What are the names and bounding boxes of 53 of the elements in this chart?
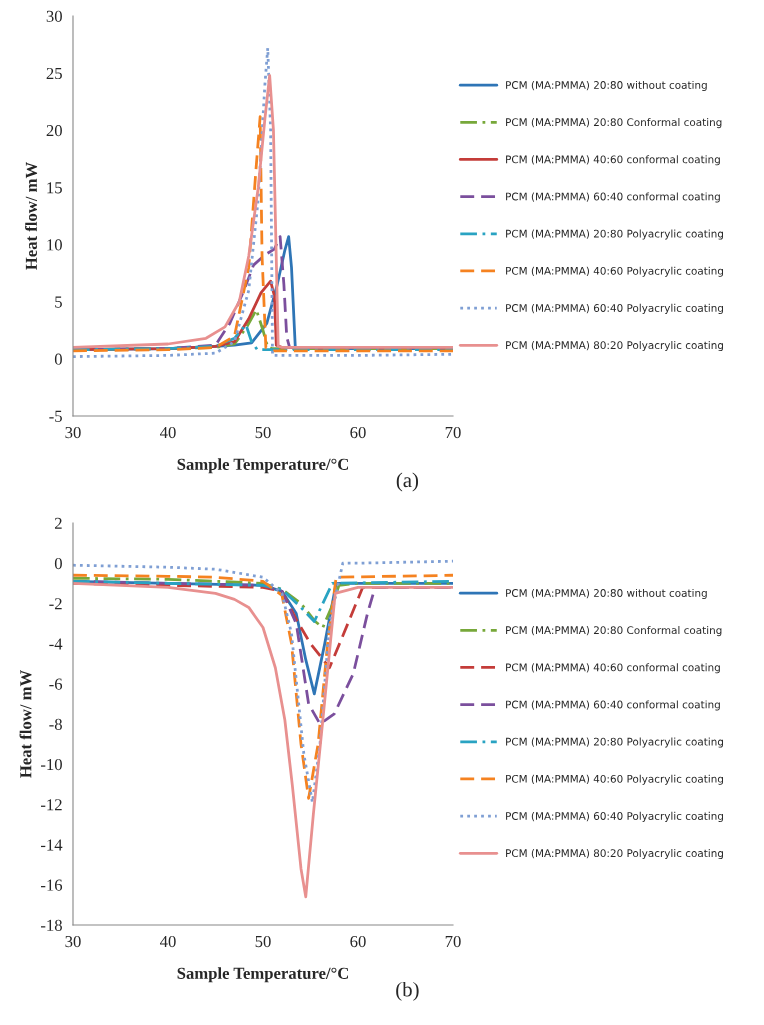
legend-label: PCM (MA:PMMA) 40:60 conformal coating bbox=[506, 155, 720, 166]
legend-label: PCM (MA:PMMA) 40:60 Polyacrylic coating bbox=[506, 774, 723, 785]
y-axis-title: Heat flow/ mW bbox=[25, 162, 38, 270]
legend-label: PCM (MA:PMMA) 40:60 Polyacrylic coating bbox=[506, 266, 723, 277]
legend-label: PCM (MA:PMMA) 20:80 Conformal coating bbox=[506, 118, 722, 129]
line-series bbox=[73, 581, 453, 899]
x-tick-label: 40 bbox=[159, 935, 176, 948]
y-tick-label: 10 bbox=[47, 239, 62, 251]
legend-label: PCM (MA:PMMA) 60:40 Polyacrylic coating bbox=[506, 303, 723, 314]
y-tick-label: 2 bbox=[54, 517, 62, 529]
text: (b) bbox=[396, 981, 419, 1001]
y-tick-label: -14 bbox=[40, 839, 63, 851]
y-tick-label: -8 bbox=[49, 718, 62, 730]
x-tick-label: 70 bbox=[445, 935, 461, 948]
legend-label: PCM (MA:PMMA) 20:80 Conformal coating bbox=[506, 626, 722, 637]
x-axis-title: Sample Temperature/°C bbox=[177, 458, 349, 474]
y-tick-label: -2 bbox=[49, 598, 62, 610]
line-series bbox=[73, 115, 453, 353]
legend-label: PCM (MA:PMMA) 40:60 conformal coating bbox=[506, 663, 720, 674]
x-tick-label: 60 bbox=[350, 426, 366, 439]
y-tick-label: 25 bbox=[46, 67, 62, 80]
x-axis-title: Sample Temperature/°C bbox=[177, 967, 349, 983]
legend-label: PCM (MA:PMMA) 60:40 conformal coating bbox=[506, 192, 720, 203]
legend-label: PCM (MA:PMMA) 20:80 without coating bbox=[506, 588, 707, 599]
y-tick-label: -16 bbox=[40, 879, 63, 891]
y-tick-label: 20 bbox=[46, 124, 62, 137]
x-tick-label: 60 bbox=[350, 935, 366, 948]
legend-label: PCM (MA:PMMA) 20:80 Polyacrylic coating bbox=[506, 737, 723, 748]
x-tick-label: 50 bbox=[255, 426, 271, 439]
y-axis-title: Heat flow/ mW bbox=[19, 670, 32, 778]
y-tick-label: -5 bbox=[49, 410, 62, 422]
legend-label: PCM (MA:PMMA) 60:40 Polyacrylic coating bbox=[506, 811, 723, 822]
x-tick-label: 50 bbox=[255, 935, 271, 948]
y-tick-label: -18 bbox=[40, 919, 62, 931]
y-tick-label: 5 bbox=[55, 296, 62, 308]
y-tick-label: 30 bbox=[46, 10, 62, 22]
legend-label: PCM (MA:PMMA) 20:80 Polyacrylic coating bbox=[506, 229, 723, 240]
x-tick-label: 40 bbox=[159, 426, 176, 439]
y-tick-label: 0 bbox=[54, 557, 62, 570]
x-tick-label: 70 bbox=[445, 426, 461, 439]
y-tick-label: 15 bbox=[47, 182, 62, 194]
y-tick-label: -4 bbox=[49, 638, 63, 650]
y-tick-label: 0 bbox=[54, 353, 62, 365]
x-tick-label: 30 bbox=[65, 935, 81, 948]
legend-label: PCM (MA:PMMA) 20:80 without coating bbox=[506, 80, 707, 91]
y-tick-label: -12 bbox=[40, 799, 62, 811]
y-tick-label: -6 bbox=[49, 678, 63, 690]
legend-label: PCM (MA:PMMA) 80:20 Polyacrylic coating bbox=[506, 849, 723, 860]
x-tick-label: 30 bbox=[65, 426, 81, 439]
legend-label: PCM (MA:PMMA) 80:20 Polyacrylic coating bbox=[506, 341, 723, 352]
text: (a) bbox=[396, 472, 419, 492]
y-tick-label: -10 bbox=[40, 758, 62, 771]
legend-label: PCM (MA:PMMA) 60:40 conformal coating bbox=[506, 700, 720, 711]
